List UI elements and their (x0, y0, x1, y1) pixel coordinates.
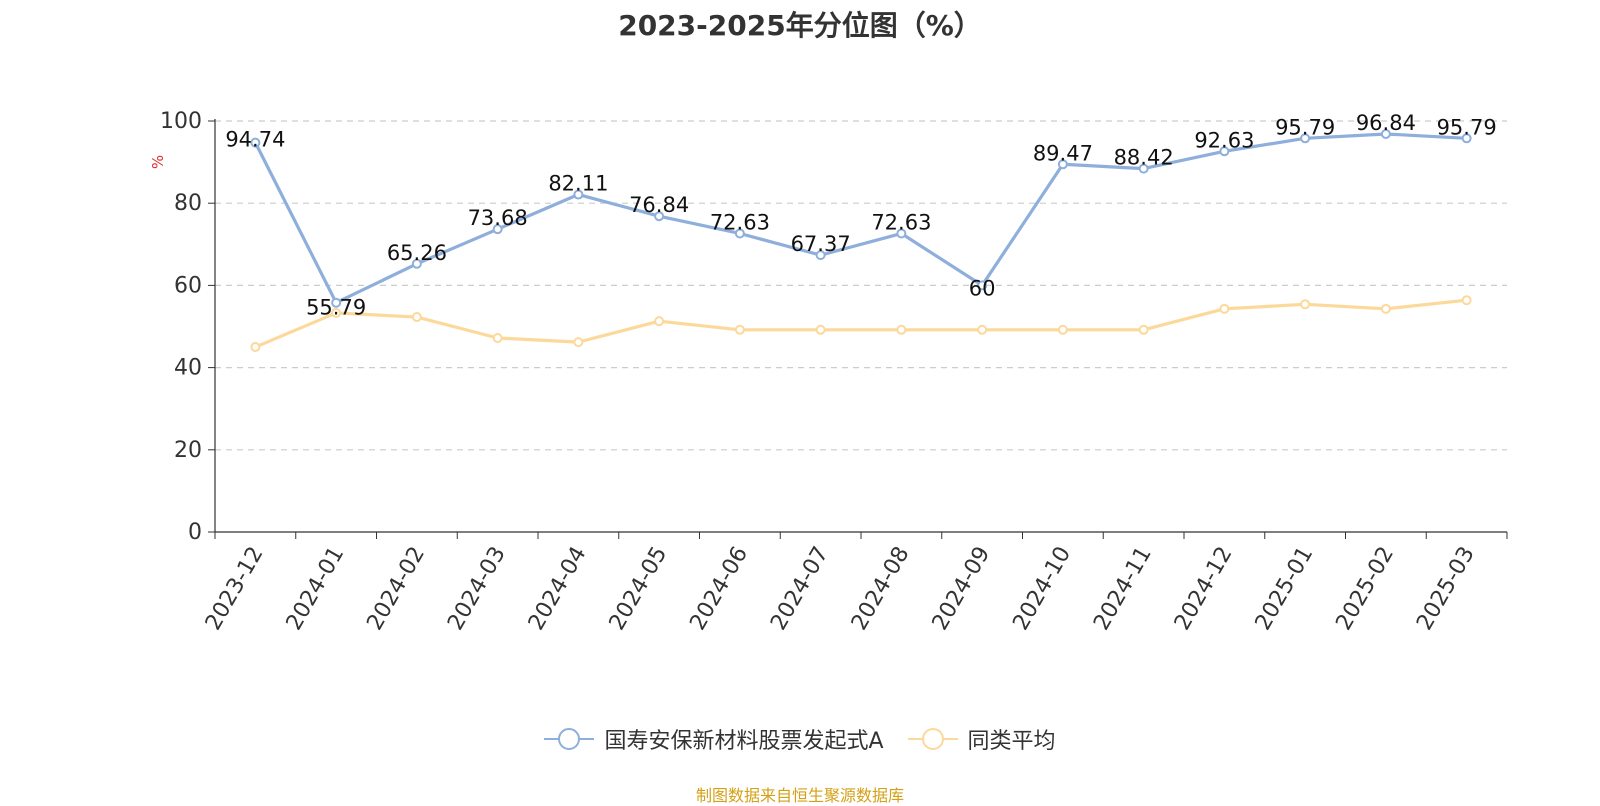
data-point-fund (492, 224, 503, 235)
data-label: 82.11 (548, 172, 608, 196)
data-label: 65.26 (387, 241, 447, 265)
x-tick-label: 2024-06 (685, 543, 753, 635)
data-point-average (1380, 303, 1391, 314)
data-label: 73.68 (468, 206, 528, 230)
x-tick-label: 2025-02 (1331, 543, 1399, 635)
x-tick-label: 2024-11 (1089, 543, 1157, 635)
x-tick-label: 2024-02 (362, 543, 430, 635)
legend-label-fund: 国寿安保新材料股票发起式A (604, 729, 884, 754)
data-point-average (331, 307, 342, 318)
data-label: 72.63 (871, 210, 931, 234)
data-point-average (492, 333, 503, 344)
data-point-fund (1380, 128, 1391, 139)
data-point-average (1461, 295, 1472, 306)
data-label: 67.37 (791, 232, 851, 256)
data-point-fund (654, 211, 665, 222)
x-tick-label: 2024-09 (928, 543, 996, 635)
data-label: 89.47 (1033, 141, 1093, 165)
series (250, 128, 1472, 353)
data-point-average (1300, 299, 1311, 310)
x-tick-label: 2024-12 (1170, 543, 1238, 635)
legend: 国寿安保新材料股票发起式A 同类平均 (0, 723, 1600, 755)
y-tick-label: 40 (174, 356, 202, 381)
data-point-average (896, 324, 907, 335)
data-point-fund (573, 189, 584, 200)
x-tick-label: 2024-05 (605, 543, 673, 635)
x-tick-label: 2024-10 (1008, 543, 1076, 635)
chart-title: 2023-2025年分位图（%） (618, 9, 982, 42)
data-point-fund (1057, 159, 1068, 170)
data-point-fund (1138, 163, 1149, 174)
data-label: 60 (969, 276, 996, 300)
x-tick-label: 2024-04 (524, 543, 592, 635)
data-label: 96.84 (1356, 111, 1416, 135)
y-tick-label: 0 (188, 520, 202, 545)
legend-marker-average (907, 728, 958, 750)
data-point-average (250, 342, 261, 353)
y-tick-label: 20 (174, 438, 202, 463)
data-point-average (1138, 324, 1149, 335)
legend-item-average[interactable]: 同类平均 (907, 723, 1056, 755)
data-label: 88.42 (1114, 146, 1174, 170)
data-point-fund (734, 228, 745, 239)
data-point-average (815, 324, 826, 335)
series-line-average (254, 298, 1467, 349)
data-point-average (411, 312, 422, 323)
data-label: 72.63 (710, 210, 770, 234)
x-tick-label: 2025-03 (1412, 543, 1480, 635)
x-tick-label: 2024-07 (766, 543, 834, 635)
series-line-fund (253, 132, 1467, 305)
data-label: 94.74 (225, 128, 285, 152)
gridlines (215, 120, 1507, 451)
data-point-fund (250, 137, 261, 148)
legend-marker-fund (544, 728, 595, 750)
data-point-fund (1461, 133, 1472, 144)
y-tick-label: 80 (174, 191, 202, 216)
data-point-fund (977, 280, 988, 291)
legend-label-average: 同类平均 (967, 729, 1056, 754)
data-point-fund (331, 297, 342, 308)
data-point-fund (1300, 133, 1311, 144)
data-labels: 94.74 55.79 65.26 73.68 82.11 76.84 72.63 67.37… (225, 111, 1496, 320)
data-point-average (1219, 303, 1230, 314)
y-axis-unit: % (149, 155, 167, 169)
y-tick-label: 100 (160, 109, 202, 134)
data-point-average (573, 337, 584, 348)
data-label: 95.79 (1437, 115, 1497, 139)
y-tick-label: 60 (174, 273, 202, 298)
x-tick-label: 2024-01 (282, 543, 350, 635)
data-point-average (734, 324, 745, 335)
data-label: 55.79 (306, 296, 366, 320)
data-point-average (977, 324, 988, 335)
data-point-fund (815, 250, 826, 261)
x-tick-label: 2024-03 (443, 543, 511, 635)
x-tick-label: 2025-01 (1251, 543, 1319, 635)
data-point-fund (411, 258, 422, 269)
data-label: 95.79 (1275, 115, 1335, 139)
x-tick-label: 2023-12 (201, 543, 269, 635)
x-tick-label: 2024-08 (847, 543, 915, 635)
data-label: 76.84 (629, 193, 689, 217)
data-point-fund (1219, 146, 1230, 157)
legend-item-fund[interactable]: 国寿安保新材料股票发起式A (544, 723, 884, 755)
data-point-fund (896, 228, 907, 239)
source-note: 制图数据来自恒生聚源数据库 (695, 786, 904, 805)
data-point-average (1057, 324, 1068, 335)
data-point-average (654, 316, 665, 327)
data-label: 92.63 (1194, 128, 1254, 152)
